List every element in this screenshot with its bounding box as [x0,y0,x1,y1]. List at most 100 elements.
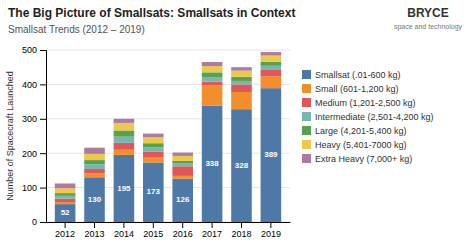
legend-label: Medium (1,201-2,500 kg) [315,98,416,108]
tick-label: 2016 [173,229,193,239]
tick-mark [40,188,46,189]
bars [55,52,281,222]
series [55,56,281,194]
legend-label: Extra Heavy (7,000+ kg) [315,154,412,164]
legend-swatch [302,140,311,149]
bar-segment [261,52,282,55]
axis-line [47,222,291,223]
series [55,76,281,204]
bar-segment [172,176,193,179]
tick-mark [40,84,46,85]
tick: 200 [22,149,46,159]
bar-segment [172,164,193,167]
legend-swatch [302,98,311,107]
bar-segment [143,143,164,147]
legend-item: Smallsat (.01-600 kg) [302,70,401,80]
tick-label: 400 [22,80,37,90]
bar-segment [55,188,76,193]
tick-label: 2019 [261,229,281,239]
data-label: 328 [235,161,249,170]
annotation: BRYCE [407,6,449,20]
bar-segment [172,166,193,176]
bar-segment [114,123,135,131]
tick-label: 2014 [114,229,134,239]
bar-segment [202,66,223,72]
annotation: space and technology [394,23,463,31]
tick-mark [153,222,154,228]
bar-segment [143,162,164,222]
bar-segment [231,92,252,109]
tick: 2016 [173,222,193,239]
bar-segment [114,150,135,155]
bar-segment [114,119,135,123]
bar-segment [202,85,223,106]
bar-segment [172,156,193,161]
legend-label: Smallsat (.01-600 kg) [315,70,401,80]
bar-segment [172,179,193,222]
bar-segment [172,153,193,156]
bar-segment [114,137,135,143]
legend-swatch [302,154,311,163]
grid-line [46,222,290,223]
bar-segment [231,67,252,70]
bar-segment [84,154,105,160]
y-axis: 0100200300400500 [22,45,47,227]
grid-line [46,187,290,188]
tick: 2012 [55,222,75,239]
tick: 2017 [202,222,222,239]
legend-swatch [302,112,311,121]
tick-label: 200 [22,149,37,159]
tick: 2019 [261,222,281,239]
bar-segment [143,158,164,163]
bar-segment [55,199,76,202]
bar-segment [84,177,105,222]
legend-item: Heavy (5,401-7000 kg) [302,140,407,150]
bar-segment [231,71,252,77]
legend-item: Extra Heavy (7,000+ kg) [302,154,412,164]
grid-line [46,118,290,119]
bar-segment [143,147,164,151]
legend-item: Small (601-1,200 kg) [302,84,399,94]
tick: 500 [22,45,46,55]
data-label: 195 [117,184,131,193]
data-label: 173 [147,187,161,196]
bar-segment [114,143,135,150]
bar-segment [84,148,105,154]
bar-segment [261,76,282,88]
legend-label: Large (4,201-5,400 kg) [315,126,407,136]
tick-mark [241,222,242,228]
bar-segment [261,88,282,222]
tick-mark [212,222,213,228]
data-label: 126 [176,195,190,204]
data-label: 52 [61,208,70,217]
grid [46,50,290,222]
tick-mark [65,222,66,228]
legend-swatch [302,84,311,93]
legend-label: Heavy (5,401-7000 kg) [315,140,407,150]
tick-label: 2018 [231,229,251,239]
tick: 2014 [114,222,134,239]
tick: 0 [32,217,46,227]
bar-segment [143,151,164,157]
legend-swatch [302,70,311,79]
x-axis: 20122013201420152016201720182019 [47,222,291,239]
axis-line [40,51,47,223]
tick-label: 500 [22,45,37,55]
annotations: BRYCE space and technology [394,6,463,31]
bar-segment [172,161,193,164]
bar-segment [261,66,282,70]
bar-segment [84,169,105,173]
bar-segment [55,202,76,204]
tick-label: 2012 [55,229,75,239]
bar-segment [202,106,223,222]
tick-label: 2017 [202,229,222,239]
tick-mark [40,119,46,120]
grid-line [46,153,290,154]
bar-segment [84,173,105,177]
bar-segment [114,130,135,136]
tick-mark [40,222,46,223]
y-axis-title: Number of Spacecraft Launched [5,71,15,201]
bar-segment [231,81,252,84]
tick: 300 [22,114,46,124]
legend-item: Intermediate (2,501-4,200 kg) [302,112,434,122]
